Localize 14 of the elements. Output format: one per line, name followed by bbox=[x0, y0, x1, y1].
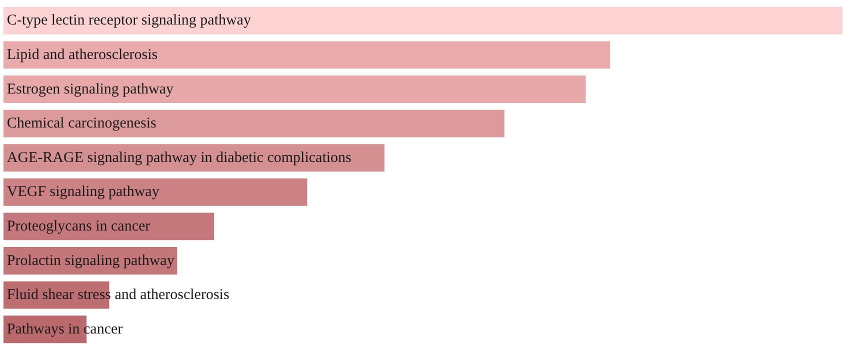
y-tick-label: Chemical carcinogenesis bbox=[6, 116, 157, 132]
bar bbox=[4, 178, 308, 206]
y-tick-label: C-type lectin receptor signaling pathway bbox=[6, 12, 252, 29]
y-tick-label: AGE-RAGE signaling pathway in diabetic complications bbox=[6, 150, 352, 166]
bar bbox=[4, 212, 214, 240]
bar bbox=[4, 110, 504, 138]
bar bbox=[4, 41, 610, 69]
y-tick-label: VEGF signaling pathway bbox=[6, 184, 160, 200]
y-tick-label: Proteoglycans in cancer bbox=[6, 218, 150, 234]
y-tick-label: Lipid and atherosclerosis bbox=[6, 46, 158, 63]
bar bbox=[4, 76, 586, 103]
y-tick-label: Prolactin signaling pathway bbox=[6, 252, 175, 269]
y-tick-label: Estrogen signaling pathway bbox=[6, 81, 174, 98]
bar bbox=[4, 6, 842, 34]
